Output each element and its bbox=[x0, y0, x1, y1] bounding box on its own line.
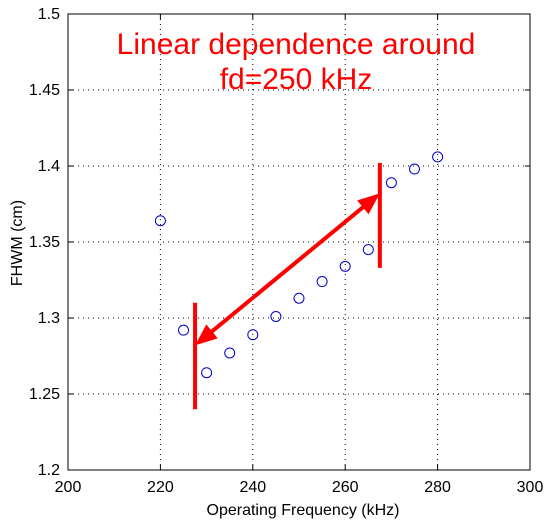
data-point bbox=[362, 244, 374, 256]
y-tick-label: 1.45 bbox=[29, 82, 60, 99]
annotation-text-line-1: Linear dependence around bbox=[117, 28, 476, 61]
data-point bbox=[409, 163, 420, 175]
data-points bbox=[154, 151, 444, 379]
x-tick-label: 240 bbox=[239, 479, 266, 496]
x-tick-label: 280 bbox=[424, 479, 451, 496]
y-tick-label: 1.35 bbox=[29, 234, 60, 251]
data-point bbox=[154, 215, 166, 227]
x-tick-label: 220 bbox=[147, 479, 174, 496]
data-point bbox=[201, 367, 213, 379]
data-point bbox=[385, 177, 397, 189]
x-tick-label: 260 bbox=[332, 479, 359, 496]
x-tick-label: 300 bbox=[517, 479, 544, 496]
data-point bbox=[339, 260, 351, 272]
data-point bbox=[178, 324, 189, 336]
y-tick-label: 1.5 bbox=[38, 6, 60, 23]
data-point bbox=[247, 329, 259, 341]
x-axis-label: Operating Frequency (kHz) bbox=[207, 502, 400, 519]
annotation-group bbox=[193, 162, 382, 410]
data-point bbox=[316, 276, 328, 288]
y-axis-label: FHWM (cm) bbox=[9, 200, 26, 286]
y-tick-label: 1.3 bbox=[38, 310, 60, 327]
grid-lines bbox=[68, 14, 530, 470]
annotation-arrowhead-start bbox=[195, 324, 218, 346]
y-tick-label: 1.2 bbox=[38, 462, 60, 479]
x-tick-label: 200 bbox=[55, 479, 82, 496]
data-point bbox=[270, 310, 282, 322]
axis-ticks: 200 220 240 260 280 300 1.2 1.25 1.3 1.35 1.4 1.45 1… bbox=[29, 6, 544, 496]
annotation-text-line-2: fd=250 kHz bbox=[220, 63, 373, 96]
data-point bbox=[432, 151, 444, 163]
y-tick-label: 1.25 bbox=[29, 386, 60, 403]
data-point bbox=[293, 292, 305, 304]
annotation-arrowhead-end bbox=[357, 193, 380, 215]
data-point bbox=[224, 347, 236, 359]
y-tick-label: 1.4 bbox=[38, 158, 60, 175]
annotation-arrow-shaft bbox=[207, 203, 368, 336]
